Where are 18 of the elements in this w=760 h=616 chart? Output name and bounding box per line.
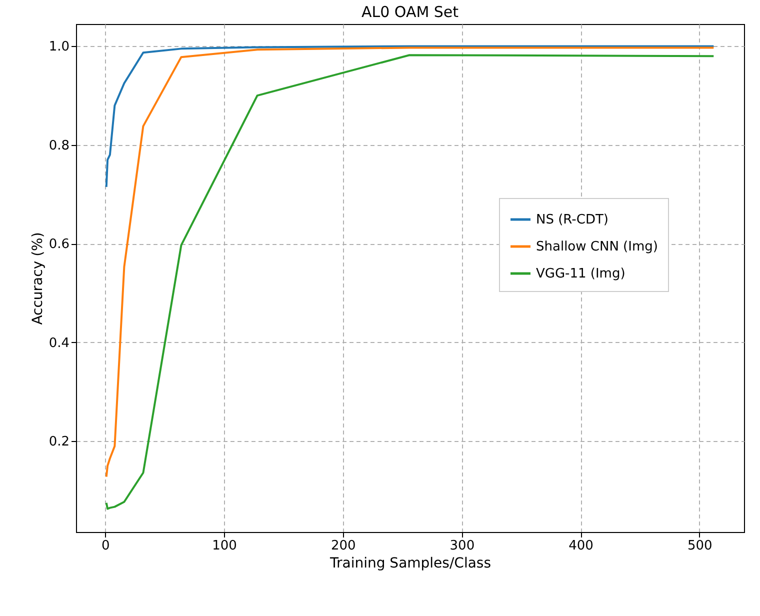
y-tick-label: 0.8 xyxy=(48,138,70,154)
y-tick-label: 0.4 xyxy=(48,336,70,351)
x-tick-label: 100 xyxy=(212,538,237,554)
legend-label: VGG-11 (Img) xyxy=(536,266,626,282)
y-tick-label: 0.2 xyxy=(48,434,70,450)
x-axis-title: Training Samples/Class xyxy=(328,556,492,572)
chart-title: AL0 OAM Set xyxy=(361,3,459,21)
x-tick-label: 200 xyxy=(330,538,356,554)
x-tick-label: 500 xyxy=(687,538,712,554)
x-tick-label: 300 xyxy=(450,538,475,554)
x-tick-label: 0 xyxy=(102,538,110,554)
legend-label: NS (R-CDT) xyxy=(536,212,608,228)
y-axis-title: Accuracy (%) xyxy=(30,232,46,325)
legend-label: Shallow CNN (Img) xyxy=(536,240,658,254)
line-series xyxy=(105,45,715,188)
y-tick-label: 1.0 xyxy=(48,40,70,55)
y-tick-label: 0.6 xyxy=(48,237,70,252)
x-tick-label: 400 xyxy=(568,538,594,554)
